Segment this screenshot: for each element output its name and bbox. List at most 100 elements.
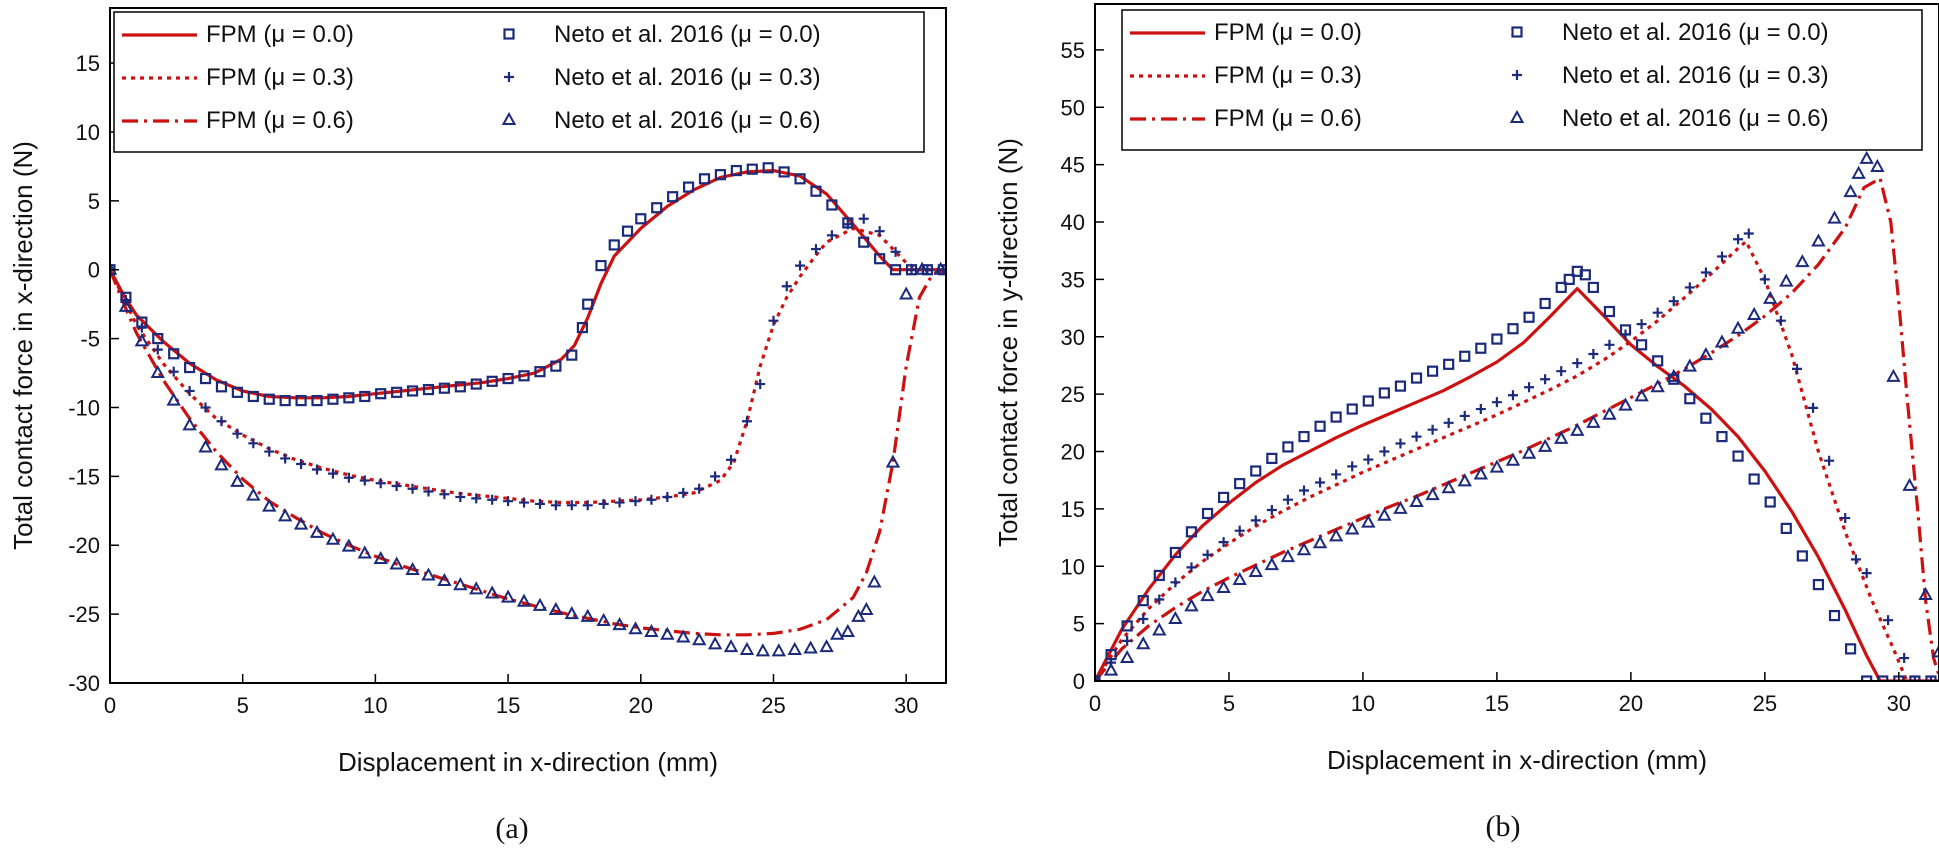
data-point: [1347, 461, 1358, 472]
panel-a-y-axis-label: Total contact force in x-direction (N): [8, 141, 38, 550]
data-point: [1779, 273, 1794, 287]
x-tick-label: 20: [1619, 691, 1643, 716]
panel-b-plot-frame: [1094, 3, 1939, 682]
data-point: [200, 402, 211, 413]
data-point: [621, 225, 634, 237]
data-point: [1764, 496, 1776, 508]
x-tick-label: 0: [1089, 691, 1101, 716]
data-point: [1138, 614, 1149, 625]
data-point: [1666, 368, 1681, 382]
data-point: [851, 608, 866, 622]
data-point: [248, 438, 259, 449]
data-point: [1733, 234, 1744, 245]
data-point: [1925, 676, 1936, 681]
legend-box: [113, 11, 925, 153]
data-point: [134, 333, 150, 347]
series-markers-3: [1095, 265, 1937, 681]
y-tick-label: -5: [80, 327, 100, 352]
data-point: [534, 498, 545, 509]
data-point: [662, 492, 673, 503]
data-point: [1570, 422, 1585, 436]
data-point: [1732, 450, 1744, 462]
data-point: [232, 428, 243, 439]
data-point: [534, 366, 546, 378]
panel-b: 0 5 10 15 20 25 30 0 5 10 15 20 25 30 35 40 45 50 55 FPM (…: [993, 3, 1939, 843]
data-point: [184, 361, 196, 374]
data-point: [1524, 382, 1535, 393]
data-point: [1459, 410, 1470, 421]
data-point: [150, 364, 165, 379]
data-point: [580, 608, 595, 622]
data-point: [646, 494, 657, 505]
data-point: [1379, 446, 1390, 457]
data-point: [1636, 319, 1647, 330]
panel-a-plot-marks: [110, 162, 946, 657]
data-point: [198, 439, 213, 453]
data-point: [264, 446, 275, 457]
data-point: [1185, 526, 1198, 538]
data-point: [423, 486, 434, 497]
data-point: [1716, 430, 1728, 443]
data-point: [263, 393, 275, 405]
data-point: [1698, 347, 1714, 361]
data-point: [1684, 282, 1695, 293]
data-point: [1812, 579, 1825, 591]
data-point: [826, 230, 837, 241]
data-point: [707, 636, 723, 650]
data-point: [1791, 363, 1802, 374]
y-tick-label: 25: [1061, 382, 1085, 407]
data-point: [1795, 254, 1810, 268]
data-point: [1363, 454, 1374, 465]
data-point: [1314, 420, 1326, 432]
data-point: [277, 508, 293, 522]
data-point: [487, 494, 498, 505]
data-point: [1459, 350, 1471, 362]
data-point: [391, 481, 402, 492]
data-point: [1475, 342, 1487, 354]
data-point: [1811, 233, 1826, 247]
legend-marker-swatch: [503, 28, 515, 40]
data-point: [469, 581, 484, 595]
y-tick-label: 35: [1061, 267, 1085, 292]
data-point: [168, 348, 180, 360]
data-point: [1330, 411, 1342, 423]
data-point: [1859, 150, 1874, 164]
series-markers-5: [110, 261, 946, 657]
data-point: [778, 166, 790, 178]
data-point: [840, 623, 855, 638]
legend-label: Neto et al. 2016 (μ = 0.6): [554, 107, 821, 134]
data-point: [1234, 478, 1246, 490]
data-point: [311, 395, 323, 407]
x-tick-label: 0: [104, 693, 116, 718]
data-point: [405, 561, 420, 576]
y-tick-label: 10: [76, 120, 100, 145]
data-point: [1730, 320, 1746, 334]
data-point: [1491, 397, 1502, 408]
data-point: [1443, 358, 1455, 370]
data-point: [819, 639, 834, 653]
data-point: [327, 393, 339, 405]
data-point: [723, 639, 739, 653]
data-point: [1248, 563, 1263, 577]
panel-b-y-axis-label: Total contact force in y-direction (N): [993, 138, 1023, 547]
data-point: [168, 366, 179, 377]
data-point: [247, 390, 259, 403]
x-tick-label: 15: [496, 693, 520, 718]
data-point: [885, 454, 901, 468]
data-point: [375, 478, 386, 489]
series-markers-5: [1095, 150, 1939, 681]
y-tick-label: 0: [1073, 669, 1085, 694]
data-point: [391, 386, 403, 398]
data-point: [437, 572, 452, 587]
data-point: [1202, 549, 1213, 560]
x-tick-label: 30: [894, 693, 918, 718]
data-point: [1563, 273, 1575, 285]
data-point: [694, 483, 705, 494]
data-point: [1539, 297, 1551, 310]
data-point: [1714, 334, 1730, 348]
legend-label: FPM (μ = 0.0): [1214, 19, 1362, 46]
data-point: [1184, 598, 1199, 612]
data-point: [439, 489, 450, 500]
x-tick-label: 20: [629, 693, 653, 718]
